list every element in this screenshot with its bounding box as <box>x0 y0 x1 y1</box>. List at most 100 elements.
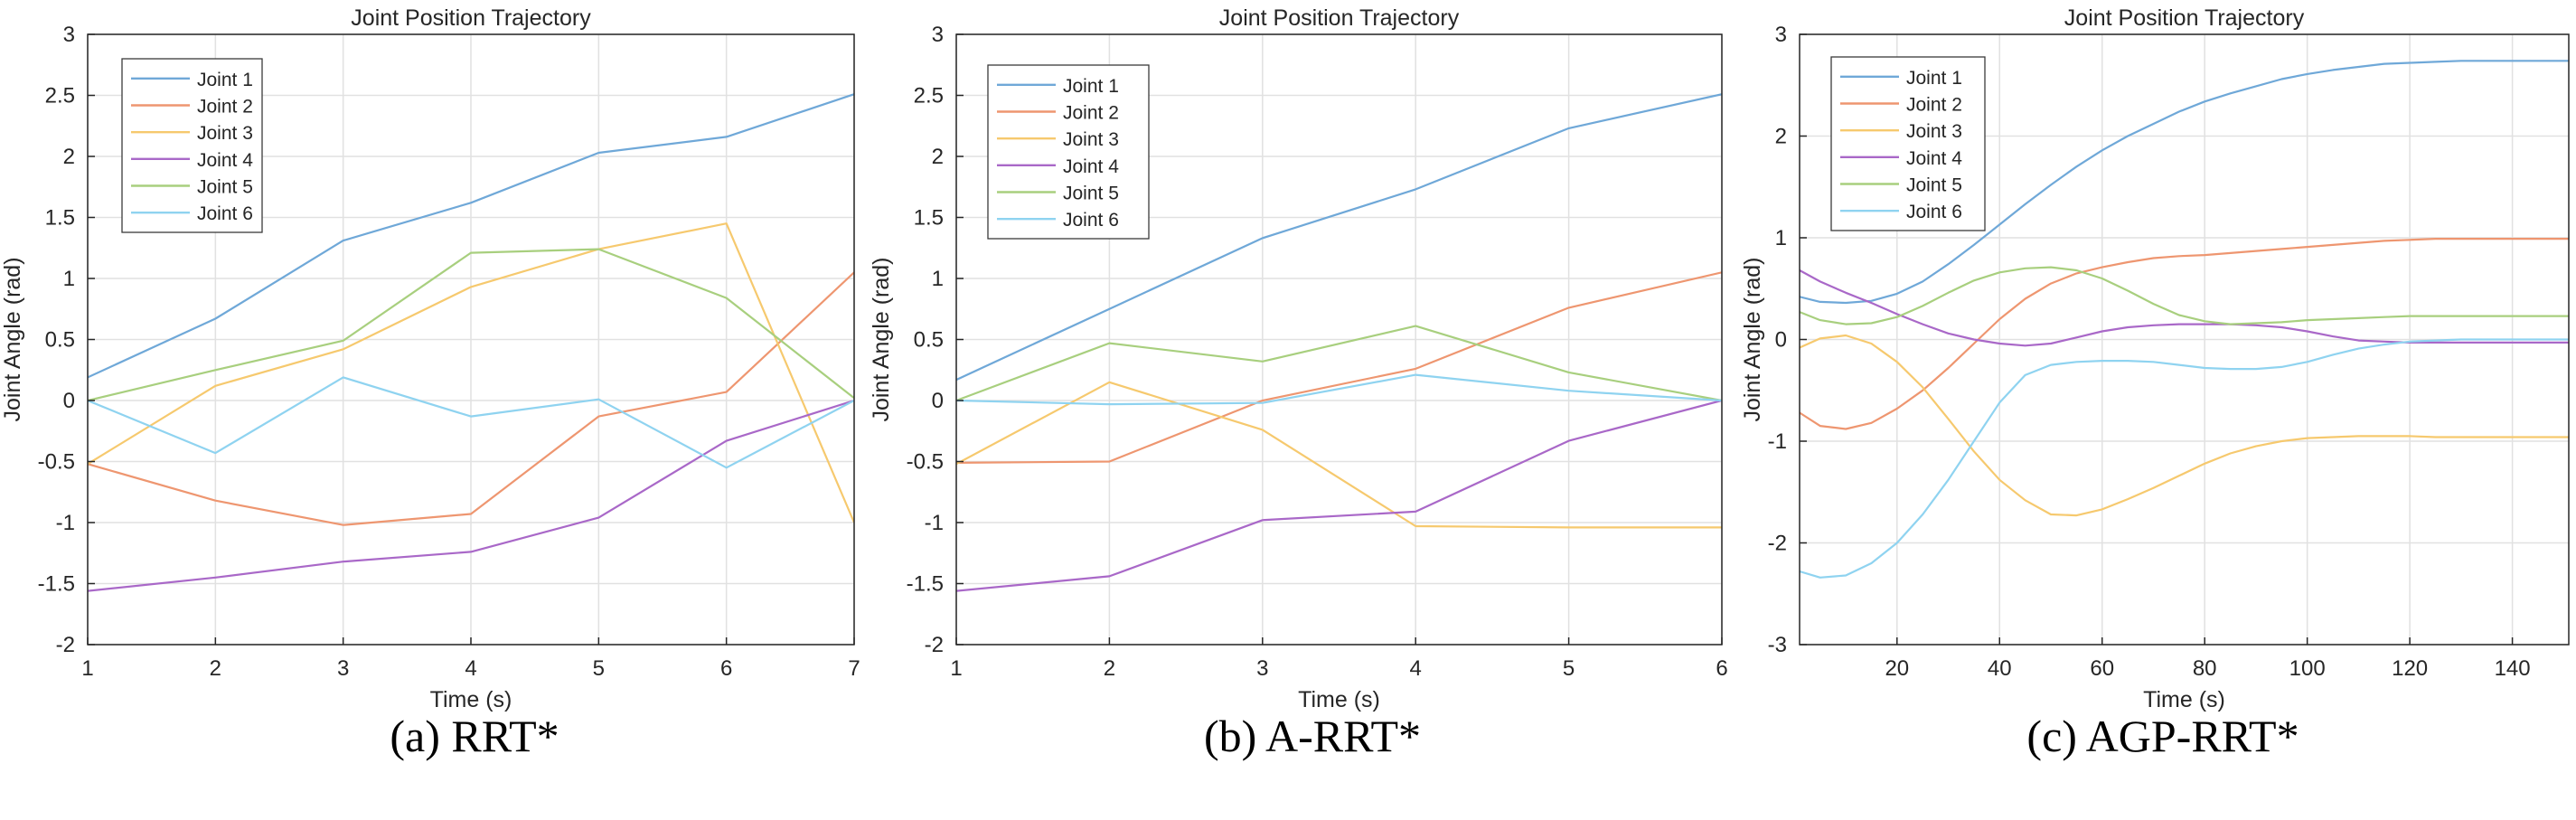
series-line-joint-5 <box>956 325 1722 402</box>
series-line-joint-1 <box>956 93 1722 382</box>
legend-label-joint-6: Joint 6 <box>1906 202 1962 222</box>
y-tick-label: -1 <box>1768 429 1787 454</box>
legend-label-joint-5: Joint 5 <box>197 177 253 198</box>
y-tick-label: 0 <box>63 389 75 413</box>
legend: Joint 1 Joint 2 Joint 3 Joint 4 Joint 5 Joint… <box>1830 56 1986 231</box>
legend-label-joint-3: Joint 3 <box>1063 129 1119 150</box>
legend-box <box>987 64 1150 240</box>
y-tick-label: 2.5 <box>914 84 944 108</box>
legend-box <box>121 58 263 233</box>
series-line-joint-2 <box>956 271 1722 464</box>
chart-title: Joint Position Trajectory <box>1219 5 1460 31</box>
x-tick-label: 6 <box>1716 656 1727 681</box>
y-tick-label: 2.5 <box>45 84 75 108</box>
x-tick-label: 2 <box>1104 656 1115 681</box>
series-group <box>956 93 1722 592</box>
y-tick-label: 0 <box>932 389 944 413</box>
legend: Joint 1 Joint 2 Joint 3 Joint 4 Joint 5 Joint… <box>121 58 263 233</box>
chart-title: Joint Position Trajectory <box>351 5 591 31</box>
series-line-joint-6 <box>1800 338 2569 579</box>
legend-label-joint-6: Joint 6 <box>197 203 253 224</box>
y-tick-label: 1 <box>932 267 944 291</box>
x-axis-label: Time (s) <box>1298 687 1380 712</box>
series-line-joint-5 <box>1800 266 2569 325</box>
y-tick-label: 3 <box>932 23 944 47</box>
y-tick-label: -1 <box>56 511 75 535</box>
legend-label-joint-3: Joint 3 <box>197 123 253 144</box>
legend-label-joint-4: Joint 4 <box>1906 148 1962 169</box>
y-tick-label: 1.5 <box>45 206 75 231</box>
y-tick-label: 2 <box>932 145 944 169</box>
x-tick-label: 20 <box>1885 656 1909 681</box>
x-tick-label: 40 <box>1988 656 2012 681</box>
x-tick-label: 4 <box>1410 656 1422 681</box>
y-tick-label: 2 <box>1775 125 1787 149</box>
x-axis-label: Time (s) <box>430 687 512 712</box>
series-line-joint-3 <box>1800 334 2569 517</box>
series-line-joint-3 <box>956 381 1722 529</box>
legend-label-joint-4: Joint 4 <box>197 150 253 171</box>
y-tick-label: -2 <box>925 633 944 657</box>
x-tick-label: 3 <box>337 656 349 681</box>
caption-b: (b) A-RRT* <box>1203 711 1422 761</box>
x-tick-label: 5 <box>1563 656 1575 681</box>
legend-box <box>1830 56 1986 231</box>
y-tick-label: -0.5 <box>907 450 944 475</box>
y-tick-label: 1 <box>63 267 75 291</box>
x-tick-label: 140 <box>2495 656 2531 681</box>
series-line-joint-1 <box>88 93 854 379</box>
y-tick-label: -1.5 <box>907 572 944 597</box>
y-tick-label: 3 <box>1775 23 1787 47</box>
caption-c: (c) AGP-RRT* <box>2026 711 2299 761</box>
y-tick-label: -0.5 <box>38 450 75 475</box>
series-line-joint-2 <box>1800 238 2569 430</box>
chart-panel-a: 1 2 3 4 5 6 7 -2 -1.5 -1 -0.5 0 0.5 1 1.5 2 2.5 3 Joint Po… <box>0 5 860 712</box>
series-line-joint-3 <box>88 222 854 523</box>
series-group <box>88 93 854 592</box>
legend-label-joint-2: Joint 2 <box>1906 95 1962 116</box>
y-axis-label: Joint Angle (rad) <box>1740 257 1765 421</box>
y-tick-label: 1.5 <box>914 206 944 231</box>
legend-label-joint-2: Joint 2 <box>197 97 253 118</box>
series-line-joint-4 <box>88 399 854 592</box>
y-tick-label: 2 <box>63 145 75 169</box>
series-group <box>1800 60 2569 579</box>
legend-label-joint-3: Joint 3 <box>1906 121 1962 142</box>
x-tick-label: 2 <box>210 656 221 681</box>
legend-label-joint-4: Joint 4 <box>1063 156 1119 177</box>
y-axis-label: Joint Angle (rad) <box>0 257 25 421</box>
x-axis-label: Time (s) <box>2143 687 2225 712</box>
y-tick-label: 3 <box>63 23 75 47</box>
series-line-joint-6 <box>88 376 854 469</box>
x-tick-label: 4 <box>465 656 476 681</box>
x-tick-label: 5 <box>593 656 605 681</box>
x-tick-label: 6 <box>720 656 732 681</box>
series-line-joint-6 <box>956 373 1722 406</box>
chart-panel-b: 1 2 3 4 5 6 -2 -1.5 -1 -0.5 0 0.5 1 1.5 2 2.5 3 Joint Pos… <box>869 5 1728 712</box>
x-tick-label: 3 <box>1256 656 1268 681</box>
y-tick-label: 0 <box>1775 328 1787 353</box>
y-tick-label: -2 <box>1768 532 1787 556</box>
y-tick-label: -3 <box>1768 633 1787 657</box>
x-tick-label: 120 <box>2392 656 2428 681</box>
series-line-joint-4 <box>1800 269 2569 347</box>
x-tick-label: 7 <box>848 656 860 681</box>
legend-label-joint-1: Joint 1 <box>197 70 253 90</box>
series-line-joint-1 <box>1800 60 2569 305</box>
legend-label-joint-2: Joint 2 <box>1063 103 1119 124</box>
y-axis-label: Joint Angle (rad) <box>869 257 894 421</box>
legend-label-joint-1: Joint 1 <box>1906 68 1962 89</box>
chart-title: Joint Position Trajectory <box>2064 5 2305 31</box>
x-tick-label: 1 <box>950 656 962 681</box>
legend: Joint 1 Joint 2 Joint 3 Joint 4 Joint 5 Joint… <box>987 64 1150 240</box>
x-tick-label: 60 <box>2090 656 2114 681</box>
y-tick-label: 0.5 <box>45 328 75 353</box>
legend-label-joint-1: Joint 1 <box>1063 76 1119 97</box>
series-line-joint-2 <box>88 271 854 526</box>
x-tick-label: 1 <box>81 656 93 681</box>
legend-label-joint-5: Joint 5 <box>1906 175 1962 196</box>
x-tick-label: 100 <box>2289 656 2326 681</box>
series-line-joint-5 <box>88 248 854 402</box>
legend-label-joint-5: Joint 5 <box>1063 184 1119 204</box>
